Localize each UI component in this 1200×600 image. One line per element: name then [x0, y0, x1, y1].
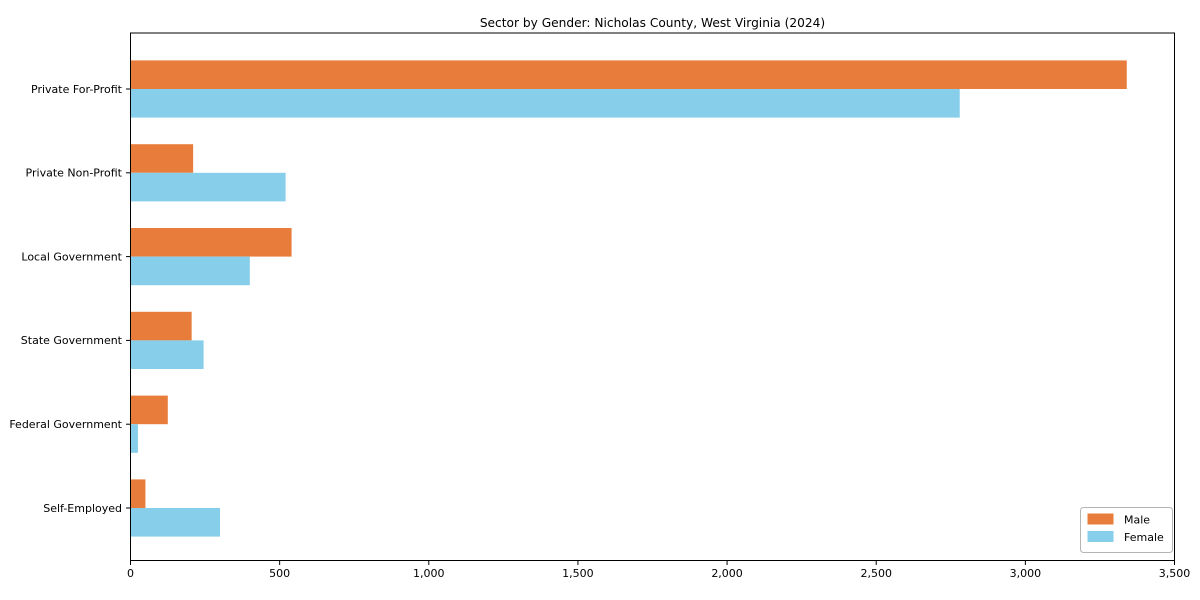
bar-male-state-government: [130, 311, 192, 341]
x-axis-tick-label: 2,500: [860, 567, 892, 580]
legend: Male Female: [1080, 507, 1173, 553]
bar-male-private-for-profit: [130, 60, 1127, 89]
bar-male-federal-government: [130, 395, 168, 425]
bar-female-self-employed: [130, 508, 220, 537]
x-axis-tick-label: 3,500: [1159, 567, 1191, 580]
category-label: State Government: [21, 334, 123, 347]
category-label: Self-Employed: [43, 502, 122, 515]
x-axis-tick-label: 500: [269, 567, 290, 580]
plot-border: [130, 32, 1175, 561]
bar-male-private-non-profit: [130, 144, 194, 173]
bar-female-state-government: [130, 340, 204, 369]
legend-label-female: Female: [1124, 531, 1164, 544]
bar-female-federal-government: [130, 424, 138, 453]
category-label: Local Government: [21, 250, 122, 263]
x-axis-tick-label: 3,000: [1010, 567, 1042, 580]
legend-label-male: Male: [1124, 514, 1150, 527]
x-axis-tick-label: 2,000: [711, 567, 743, 580]
x-axis-tick-label: 1,500: [562, 567, 594, 580]
legend-swatch-male: [1087, 513, 1114, 525]
category-label: Federal Government: [9, 418, 122, 431]
x-axis-tick-label: 1,000: [413, 567, 445, 580]
bar-male-self-employed: [130, 479, 146, 508]
bar-female-local-government: [130, 256, 250, 286]
legend-swatch-female: [1087, 531, 1114, 542]
chart-title: Sector by Gender: Nicholas County, West …: [480, 16, 825, 30]
bar-female-private-for-profit: [130, 89, 960, 118]
bar-male-local-government: [130, 228, 292, 257]
x-axis-tick-label: 0: [127, 567, 134, 580]
category-label: Private For-Profit: [31, 83, 123, 96]
category-label: Private Non-Profit: [26, 167, 123, 180]
bar-female-private-non-profit: [130, 172, 286, 202]
